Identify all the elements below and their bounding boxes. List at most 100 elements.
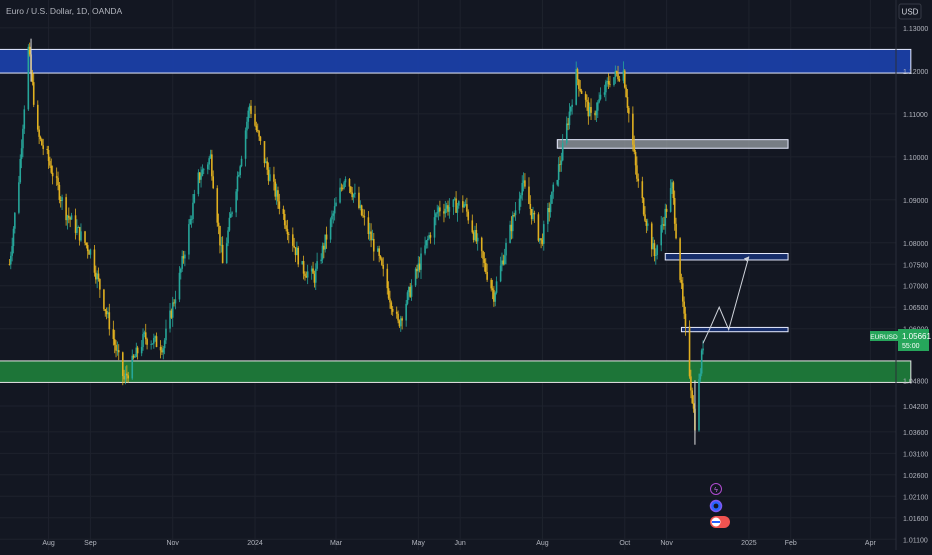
candle-body	[143, 332, 146, 335]
candle-body	[32, 82, 35, 105]
candle-body	[254, 113, 256, 126]
candle-body	[216, 188, 219, 223]
candle	[493, 286, 495, 307]
candle	[571, 99, 573, 115]
candle-body	[180, 268, 182, 273]
candle	[452, 199, 455, 215]
candle-body	[274, 181, 277, 197]
candle-body	[571, 104, 573, 107]
candle	[27, 44, 30, 111]
candle-body	[644, 214, 646, 221]
blue-resistance-zone[interactable]	[0, 48, 912, 74]
candle	[163, 338, 166, 355]
candle	[700, 348, 703, 377]
candle	[188, 219, 190, 260]
candle	[255, 121, 258, 133]
candle	[520, 192, 522, 207]
candle	[521, 175, 524, 201]
candle-body	[258, 130, 260, 137]
candle-body	[456, 205, 459, 213]
gray-zone[interactable]	[556, 139, 789, 149]
price-axis[interactable]: 1.13000 1.12000 1.11000 1.10000 1.09000 1.080…	[903, 26, 928, 544]
candle-body	[521, 182, 524, 196]
candle	[387, 281, 390, 300]
candle-body	[126, 373, 128, 376]
candle	[681, 277, 684, 307]
candle-body	[381, 258, 383, 265]
candle-body	[429, 235, 432, 238]
candle-body	[296, 247, 298, 256]
projection-path[interactable]	[702, 256, 750, 344]
candle	[115, 340, 117, 358]
candle-body	[467, 211, 470, 221]
candle	[238, 171, 240, 178]
x-tick-label: 2025	[741, 540, 757, 547]
candle-body	[399, 318, 402, 327]
candle	[683, 296, 685, 319]
candle-body	[584, 93, 587, 100]
candle-body	[675, 223, 677, 239]
candle-body	[501, 260, 503, 266]
candle-body	[333, 206, 336, 214]
candle-body	[202, 169, 205, 171]
candle-body	[614, 71, 617, 78]
candle-body	[370, 231, 372, 241]
candle-body	[700, 350, 703, 374]
candle	[340, 183, 343, 192]
candle	[613, 77, 615, 87]
candle-body	[655, 255, 657, 256]
candle-body	[560, 160, 563, 165]
candle	[178, 266, 181, 303]
candle	[378, 245, 380, 263]
blue-zone-1078[interactable]	[664, 253, 789, 261]
candle	[464, 199, 467, 207]
candle	[513, 212, 515, 218]
candle-body	[108, 312, 111, 330]
time-axis[interactable]: Aug Sep Nov 2024 Mar May Jun Aug Oct Nov 2025 Feb Ap…	[42, 540, 876, 547]
candle	[416, 264, 418, 279]
candle-body	[464, 204, 467, 205]
candle-body	[229, 213, 232, 218]
candle	[217, 213, 220, 235]
candle-body	[225, 243, 228, 264]
candle-body	[576, 69, 579, 80]
candle	[236, 171, 239, 201]
candle-body	[401, 318, 403, 321]
y-tick-label: 1.03600	[903, 430, 928, 437]
y-tick-label: 1.02100	[903, 494, 928, 501]
candle	[455, 191, 457, 213]
candle	[59, 196, 62, 208]
candle	[38, 125, 40, 145]
candle-body	[382, 264, 385, 269]
candle-body	[105, 311, 108, 315]
candle	[189, 215, 192, 225]
candle-body	[518, 198, 521, 211]
candle-body	[537, 214, 540, 241]
candle	[89, 248, 92, 259]
candle	[688, 320, 691, 379]
x-tick-label: Oct	[619, 540, 630, 547]
currency-button[interactable]: USD	[898, 3, 922, 20]
candle-body	[457, 201, 460, 206]
candle-body	[397, 313, 399, 321]
candle	[165, 319, 167, 344]
candle-body	[267, 169, 270, 181]
candle	[123, 369, 125, 384]
candle	[690, 369, 692, 399]
candle	[418, 256, 421, 273]
lightning-icon[interactable]	[710, 483, 722, 495]
blue-zone-1060[interactable]	[680, 326, 789, 333]
candle-body	[680, 279, 683, 284]
candle-body	[312, 268, 314, 274]
candle	[556, 179, 559, 187]
candle	[386, 263, 389, 295]
candle	[267, 162, 270, 185]
candle	[628, 105, 630, 123]
candle-body	[444, 208, 447, 214]
candle-body	[198, 172, 201, 180]
candle-body	[447, 205, 449, 212]
candle	[193, 189, 196, 204]
green-support-zone[interactable]	[0, 360, 912, 383]
candle	[105, 307, 108, 320]
